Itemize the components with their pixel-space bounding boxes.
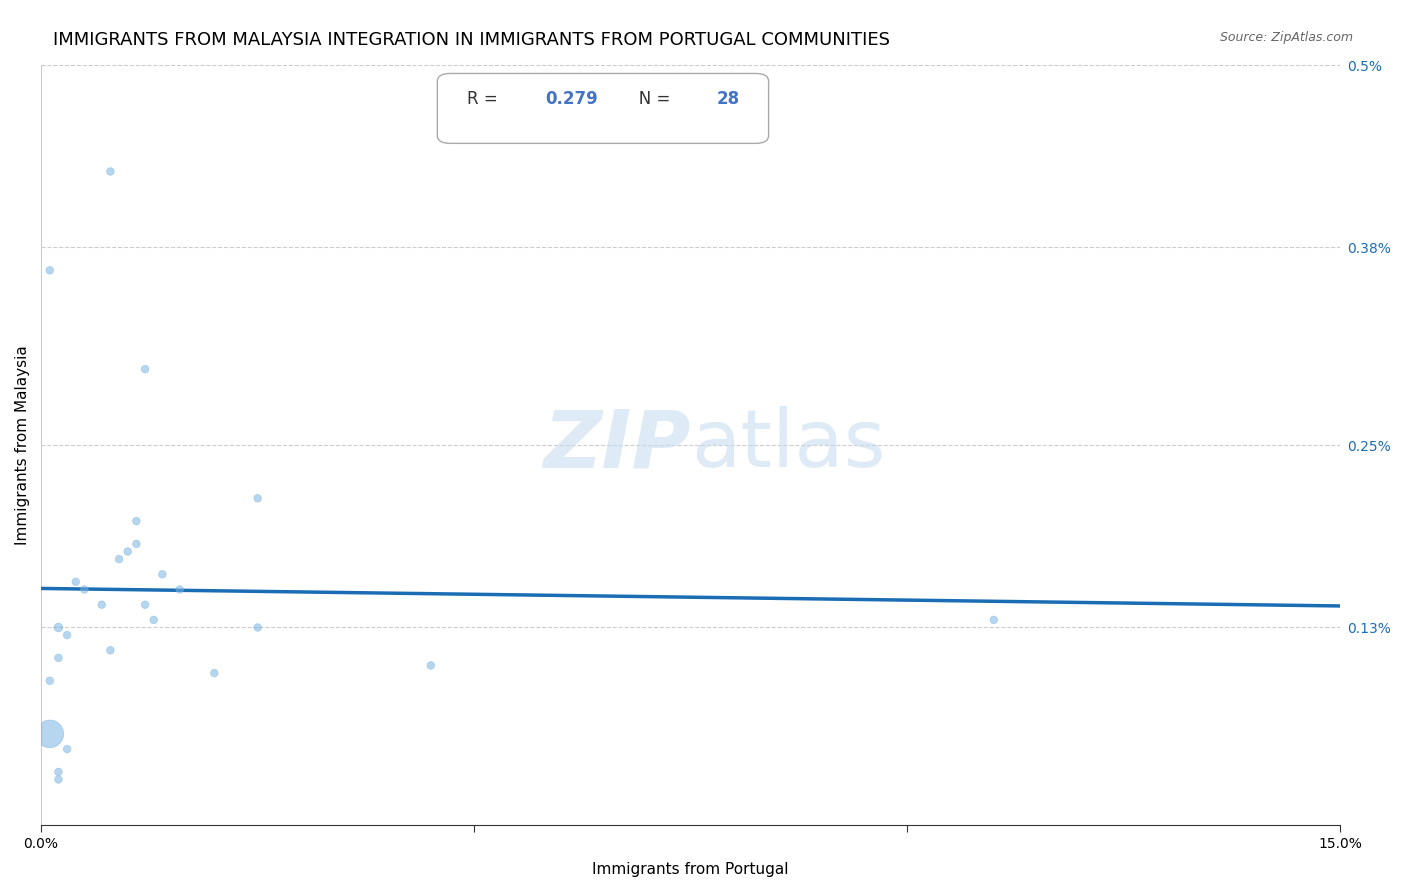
Point — [108, 552, 131, 566]
FancyBboxPatch shape — [437, 73, 769, 144]
Point — [56, 628, 79, 642]
Point — [117, 544, 139, 558]
Point — [150, 567, 173, 582]
Point — [169, 582, 191, 597]
Point — [48, 772, 70, 787]
Text: atlas: atlas — [690, 406, 884, 484]
Point — [125, 514, 148, 528]
Text: 28: 28 — [717, 90, 740, 108]
Point — [38, 727, 60, 741]
Point — [134, 598, 156, 612]
Point — [983, 613, 1005, 627]
Point — [38, 673, 60, 688]
Point — [134, 362, 156, 376]
Point — [48, 651, 70, 665]
Point — [100, 164, 122, 178]
Point — [246, 491, 269, 506]
Text: 0.279: 0.279 — [546, 90, 598, 108]
Point — [90, 598, 112, 612]
Point — [419, 658, 441, 673]
Point — [202, 666, 225, 681]
Point — [38, 263, 60, 277]
Y-axis label: Immigrants from Malaysia: Immigrants from Malaysia — [15, 345, 30, 545]
X-axis label: Immigrants from Portugal: Immigrants from Portugal — [592, 862, 789, 877]
Point — [65, 574, 87, 589]
Point — [48, 764, 70, 779]
Text: ZIP: ZIP — [543, 406, 690, 484]
Text: Source: ZipAtlas.com: Source: ZipAtlas.com — [1219, 31, 1353, 45]
Point — [142, 613, 165, 627]
Point — [125, 537, 148, 551]
Point — [73, 582, 96, 597]
Point — [48, 620, 70, 634]
Text: IMMIGRANTS FROM MALAYSIA INTEGRATION IN IMMIGRANTS FROM PORTUGAL COMMUNITIES: IMMIGRANTS FROM MALAYSIA INTEGRATION IN … — [53, 31, 890, 49]
Text: R =: R = — [467, 90, 503, 108]
Text: N =: N = — [623, 90, 676, 108]
Point — [100, 643, 122, 657]
Point — [246, 620, 269, 634]
Point — [56, 742, 79, 756]
